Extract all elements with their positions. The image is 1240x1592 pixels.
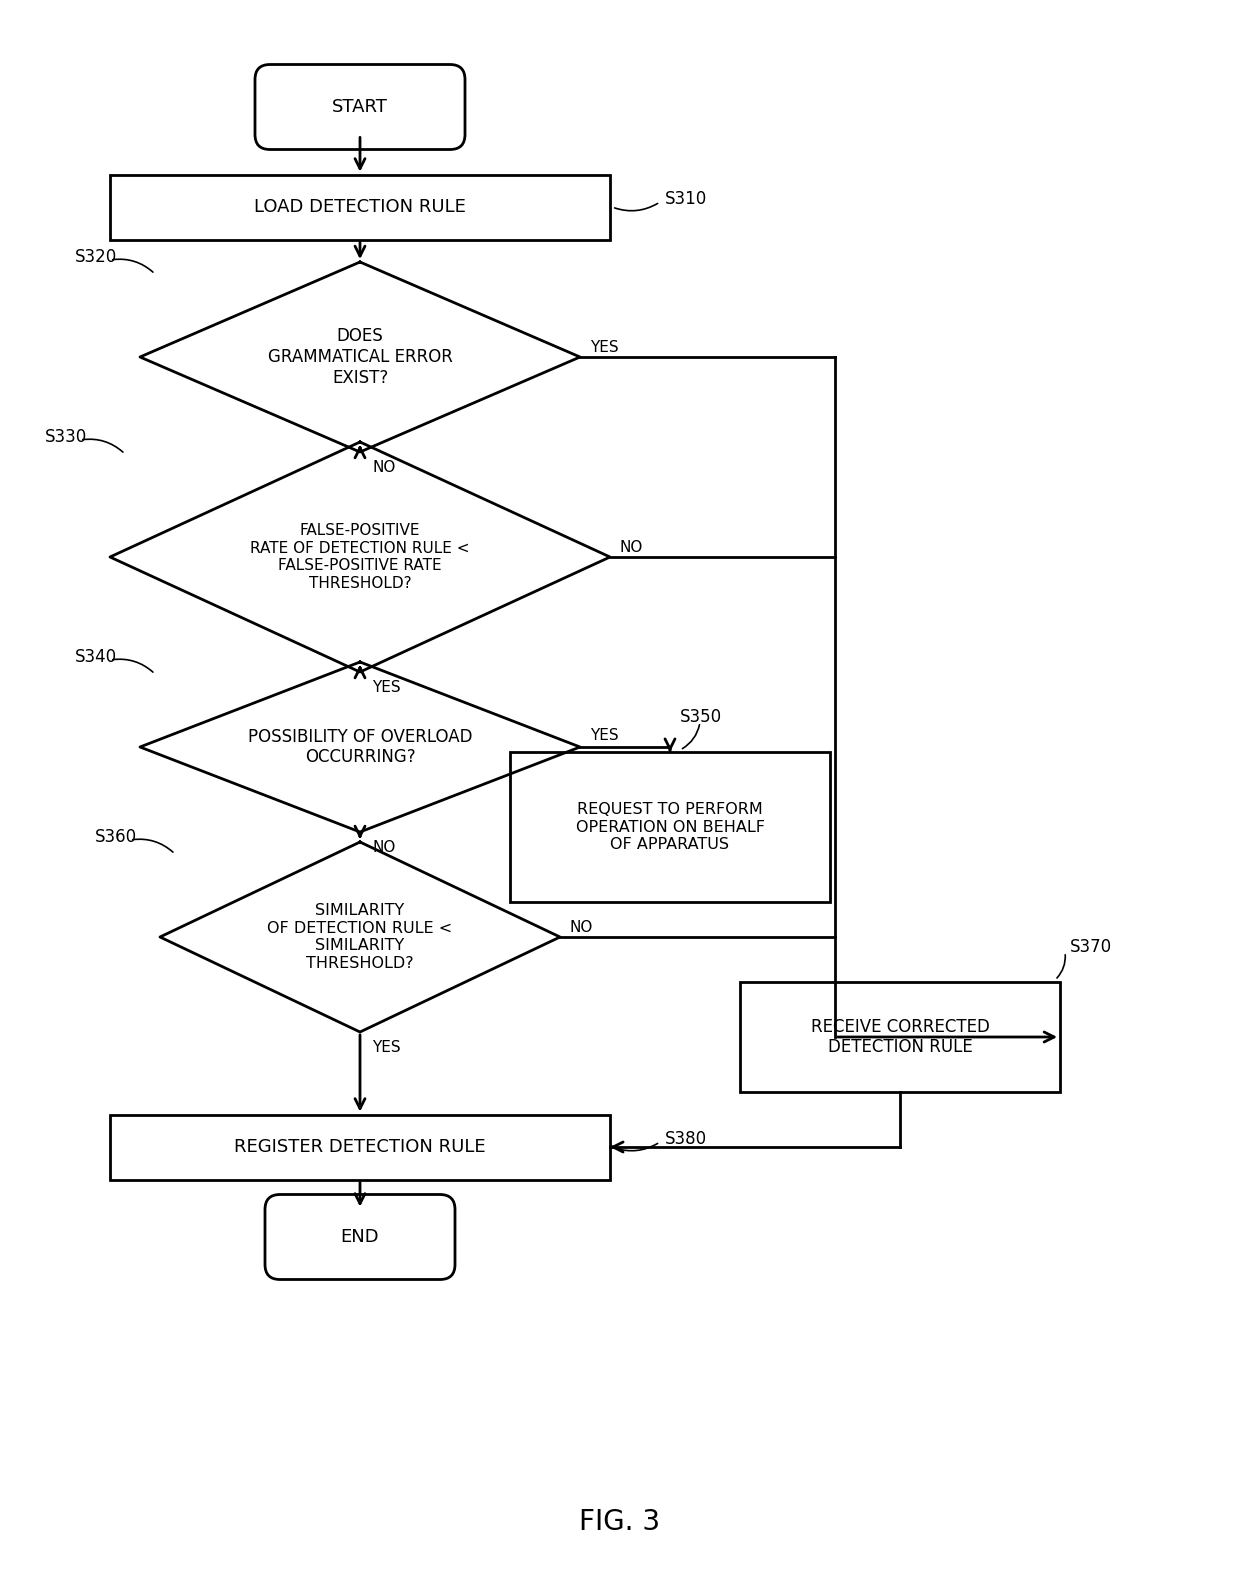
Text: REGISTER DETECTION RULE: REGISTER DETECTION RULE bbox=[234, 1138, 486, 1156]
Text: SIMILARITY
OF DETECTION RULE <
SIMILARITY
THRESHOLD?: SIMILARITY OF DETECTION RULE < SIMILARIT… bbox=[268, 903, 453, 971]
FancyBboxPatch shape bbox=[265, 1194, 455, 1280]
Text: S350: S350 bbox=[680, 708, 722, 726]
Text: S360: S360 bbox=[95, 828, 138, 845]
Text: S380: S380 bbox=[665, 1130, 707, 1148]
Polygon shape bbox=[110, 443, 610, 672]
Text: RECEIVE CORRECTED
DETECTION RULE: RECEIVE CORRECTED DETECTION RULE bbox=[811, 1017, 990, 1057]
Polygon shape bbox=[140, 263, 580, 452]
Text: DOES
GRAMMATICAL ERROR
EXIST?: DOES GRAMMATICAL ERROR EXIST? bbox=[268, 328, 453, 387]
FancyBboxPatch shape bbox=[255, 65, 465, 150]
Text: YES: YES bbox=[372, 680, 401, 696]
Text: YES: YES bbox=[590, 339, 619, 355]
FancyBboxPatch shape bbox=[510, 751, 830, 903]
Text: FALSE-POSITIVE
RATE OF DETECTION RULE <
FALSE-POSITIVE RATE
THRESHOLD?: FALSE-POSITIVE RATE OF DETECTION RULE < … bbox=[250, 524, 470, 591]
FancyBboxPatch shape bbox=[110, 1114, 610, 1180]
FancyBboxPatch shape bbox=[110, 175, 610, 239]
Text: YES: YES bbox=[372, 1040, 401, 1055]
Text: S320: S320 bbox=[74, 248, 118, 266]
Text: NO: NO bbox=[570, 920, 594, 935]
Text: START: START bbox=[332, 99, 388, 116]
Text: S330: S330 bbox=[45, 428, 87, 446]
Text: S370: S370 bbox=[1070, 938, 1112, 957]
Text: POSSIBILITY OF OVERLOAD
OCCURRING?: POSSIBILITY OF OVERLOAD OCCURRING? bbox=[248, 728, 472, 766]
Text: NO: NO bbox=[372, 841, 396, 855]
Polygon shape bbox=[140, 662, 580, 833]
Polygon shape bbox=[160, 842, 560, 1032]
Text: NO: NO bbox=[620, 540, 644, 554]
Text: S310: S310 bbox=[665, 189, 707, 209]
Text: S340: S340 bbox=[74, 648, 117, 665]
Text: END: END bbox=[341, 1227, 379, 1247]
Text: LOAD DETECTION RULE: LOAD DETECTION RULE bbox=[254, 197, 466, 217]
Text: YES: YES bbox=[590, 728, 619, 742]
Text: FIG. 3: FIG. 3 bbox=[579, 1508, 661, 1536]
FancyBboxPatch shape bbox=[740, 982, 1060, 1092]
Text: REQUEST TO PERFORM
OPERATION ON BEHALF
OF APPARATUS: REQUEST TO PERFORM OPERATION ON BEHALF O… bbox=[575, 802, 765, 852]
Text: NO: NO bbox=[372, 460, 396, 474]
